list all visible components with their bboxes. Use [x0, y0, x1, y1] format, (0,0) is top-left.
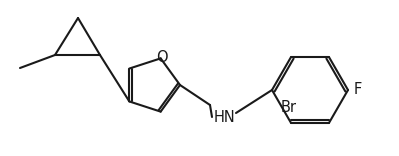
Text: HN: HN [214, 110, 236, 124]
Text: F: F [354, 83, 362, 98]
Text: Br: Br [281, 100, 297, 115]
Text: O: O [156, 50, 168, 65]
